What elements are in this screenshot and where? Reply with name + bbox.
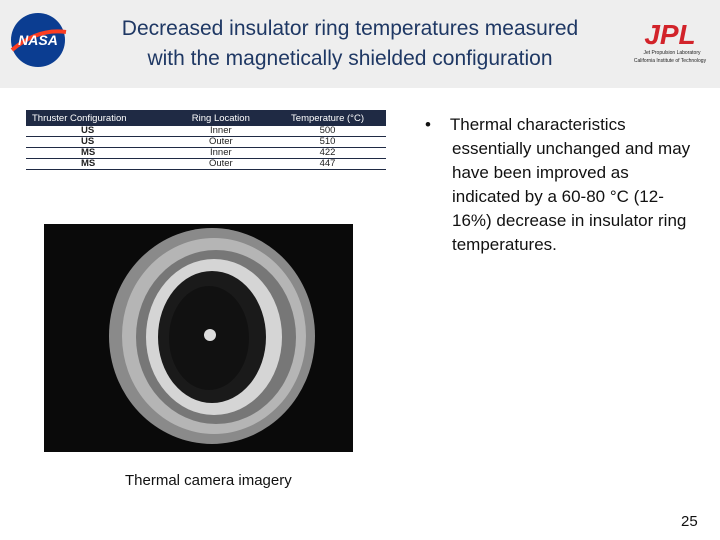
table-cell: MS xyxy=(26,158,173,170)
header-row: Thruster Configuration Ring Location Tempe… xyxy=(26,110,386,126)
jpl-line: Jet Propulsion Laboratory xyxy=(644,50,701,56)
table-row: MS Inner 422 xyxy=(26,147,386,159)
jpl-mark: JPL xyxy=(644,22,695,50)
nasa-logo: NASA xyxy=(10,13,67,67)
thermal-image xyxy=(44,224,353,452)
page-number: 25 xyxy=(681,513,698,530)
table-cell: US xyxy=(26,126,173,137)
table-cell: US xyxy=(26,136,173,148)
table-cell: 447 xyxy=(269,158,386,170)
caption: Thermal camera imagery xyxy=(125,472,292,489)
table: Thruster Configuration Ring Location Tempe… xyxy=(26,110,386,184)
table-row: US Outer 510 xyxy=(26,136,386,148)
bullet-text: Thermal characteristics essentially unch… xyxy=(449,115,691,254)
title-line: Decreased insulator ring temperatures me… xyxy=(121,17,579,40)
bullet-list: • Thermal characteristics essentially un… xyxy=(425,113,695,257)
temperature-table: Thruster Configuration Ring Location Tempe… xyxy=(26,110,386,170)
table-cell: Outer xyxy=(172,136,270,148)
table-cell: 422 xyxy=(269,147,386,159)
table-row: MS Outer 447 xyxy=(26,158,386,170)
table-cell: 500 xyxy=(269,126,386,137)
table-cell: MS xyxy=(26,147,173,159)
title-line: with the magnetically shielded configura… xyxy=(147,47,553,70)
nasa-text: NASA xyxy=(18,32,58,48)
bullet: • Thermal characteristics essentially un… xyxy=(425,115,691,254)
table-cell: Inner xyxy=(172,126,270,137)
title: Decreased insulator ring temperatures me… xyxy=(90,14,610,74)
table-row: US Inner 500 xyxy=(26,126,386,137)
table-body: US Inner 500 US Outer 510 MS Inner 422 MS Outer 447 xyxy=(26,126,386,170)
column-header: Temperature (°C) xyxy=(269,110,386,126)
column-header: Thruster Configuration xyxy=(26,110,173,126)
table-cell: Outer xyxy=(172,158,270,170)
table-cell: Inner xyxy=(172,147,270,159)
jpl-logo: JPL Jet Propulsion Laboratory California… xyxy=(634,22,707,64)
header: NASA Decreased insulator ring temperatur… xyxy=(0,0,720,88)
column-header: Ring Location xyxy=(172,110,270,126)
table-cell: 510 xyxy=(269,136,386,148)
jpl-line: California Institute of Technology xyxy=(634,58,707,64)
